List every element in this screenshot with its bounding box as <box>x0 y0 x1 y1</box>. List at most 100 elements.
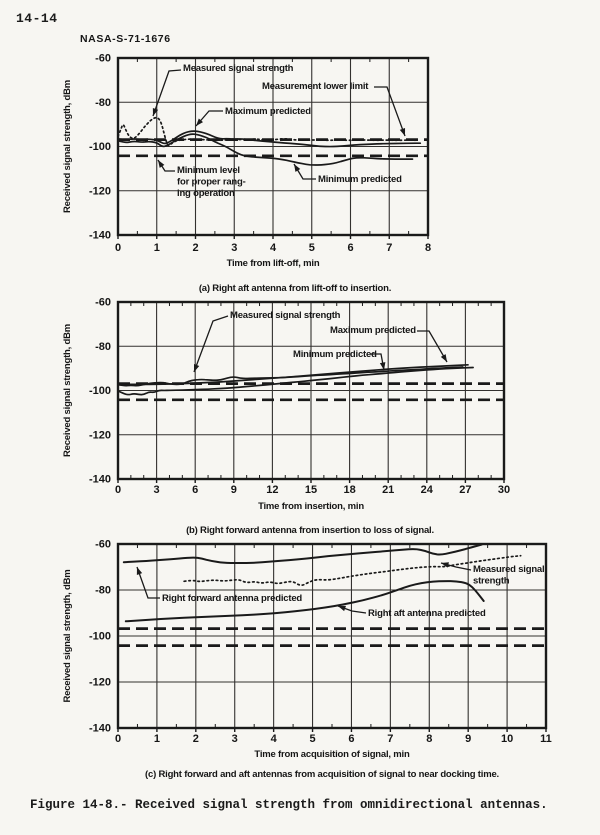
leader-arrowhead <box>379 362 386 370</box>
x-tick-label: 9 <box>231 484 237 496</box>
y-tick-label: -100 <box>89 141 111 153</box>
x-tick-label: 27 <box>459 484 471 496</box>
x-tick-label: 3 <box>231 242 237 254</box>
x-tick-label: 11 <box>540 733 552 745</box>
y-tick-label: -80 <box>95 97 111 109</box>
x-tick-label: 10 <box>501 733 513 745</box>
figure-caption: Figure 14-8.- Received signal strength f… <box>30 798 548 812</box>
x-tick-label: 6 <box>192 484 198 496</box>
leader-arrowhead <box>152 107 159 116</box>
annotation-text: Minimum predicted <box>318 174 402 185</box>
x-tick-label: 0 <box>115 242 121 254</box>
annotation-maximum-predicted: Maximum predicted <box>195 106 311 127</box>
x-tick-label: 5 <box>309 242 315 254</box>
x-tick-label: 2 <box>192 242 198 254</box>
chart-c: 0 1 2 3 4 5 6 7 8 9 10 11 -60 -80 -100 -120 -140 Time fro… <box>62 539 552 781</box>
x-tick-label: 1 <box>154 242 160 254</box>
leader-arrowhead <box>158 160 165 168</box>
series-minimum-predicted <box>117 133 414 166</box>
x-tick-label: 21 <box>382 484 394 496</box>
annotation-measured-signal-strength: Measured signal strength <box>193 310 341 373</box>
x-axis-label: Time from insertion, min <box>258 501 364 512</box>
leader-arrowhead <box>196 118 204 126</box>
annotation-text: Right forward antenna predicted <box>162 593 302 604</box>
annotation-text: Right aft antenna predicted <box>368 608 486 619</box>
x-tick-label: 3 <box>154 484 160 496</box>
annotation-text: Minimum predicted <box>293 349 377 360</box>
y-tick-label: -60 <box>95 53 111 65</box>
leader-line <box>417 330 448 363</box>
series-measured-signal-strength <box>117 366 464 387</box>
y-tick-label: -140 <box>89 723 111 735</box>
chart-caption: (c) Right forward and aft antennas from … <box>145 769 499 780</box>
x-tick-label: 6 <box>348 733 354 745</box>
y-tick-label: -80 <box>95 341 111 353</box>
y-tick-label: -100 <box>89 631 111 643</box>
series-maximum-predicted <box>117 363 469 386</box>
chart-caption: (b) Right forward antenna from insertion… <box>186 525 434 536</box>
x-tick-label: 7 <box>386 242 392 254</box>
y-tick-label: -140 <box>89 474 111 486</box>
annotation-measurement-lower-limit: Measurement lower limit <box>262 81 406 137</box>
x-tick-label: 9 <box>465 733 471 745</box>
nasa-doc-id: NASA-S-71-1676 <box>80 33 171 45</box>
y-tick-label: -80 <box>95 585 111 597</box>
leader-line <box>293 163 316 180</box>
y-tick-label: -120 <box>89 185 111 197</box>
y-tick-label: -60 <box>95 297 111 309</box>
chart-b: 0 3 6 9 12 15 18 21 24 27 30 -60 -80 -100 -120 -140 Time… <box>62 297 510 537</box>
leader-arrowhead <box>440 354 447 362</box>
leader-arrowhead <box>193 363 200 372</box>
y-axis-label: Received signal strength, dBm <box>62 569 73 702</box>
leader-line <box>152 69 182 117</box>
y-tick-label: -120 <box>89 429 111 441</box>
x-tick-label: 2 <box>193 733 199 745</box>
annotation-text: Measurement lower limit <box>262 81 369 92</box>
annotation-text: Maximum predicted <box>225 106 311 117</box>
x-axis-label: Time from acquisition of signal, min <box>254 749 410 760</box>
annotation-minimum-predicted: Minimum predicted <box>293 349 386 371</box>
annotation-minimum-predicted: Minimum predicted <box>293 163 402 185</box>
x-tick-label: 3 <box>232 733 238 745</box>
x-tick-label: 8 <box>425 242 431 254</box>
y-tick-label: -60 <box>95 539 111 551</box>
leader-arrowhead <box>136 567 143 576</box>
annotation-text: Measured signal strength <box>183 63 294 74</box>
leader-line <box>193 315 229 373</box>
annotation-text: Minimum level <box>177 165 240 176</box>
y-tick-label: -140 <box>89 230 111 242</box>
annotation-text: ing operation <box>177 188 235 199</box>
chart-caption: (a) Right aft antenna from lift-off to i… <box>199 283 391 294</box>
series-right-aft-antenna-predicted <box>124 580 485 623</box>
x-tick-label: 6 <box>347 242 353 254</box>
x-tick-label: 18 <box>343 484 355 496</box>
leader-arrowhead <box>294 164 301 172</box>
leader-arrowhead <box>338 605 347 612</box>
annotation-right-aft-antenna-predicted: Right aft antenna predicted <box>337 605 486 619</box>
y-axis-label: Received signal strength, dBm <box>62 324 73 457</box>
plot-border <box>116 542 548 730</box>
annotation-text: Measured signal <box>473 564 544 575</box>
series-measured-signal-strength <box>117 116 420 147</box>
x-tick-label: 12 <box>266 484 278 496</box>
x-tick-label: 7 <box>387 733 393 745</box>
x-tick-label: 4 <box>270 242 277 254</box>
annotation-text: strength <box>473 576 510 587</box>
x-tick-label: 0 <box>115 484 121 496</box>
chart-a: 0 1 2 3 4 5 6 7 8 -60 -80 -100 -120 -140 Time from lif… <box>62 53 431 295</box>
series-maximum-predicted <box>117 130 422 148</box>
x-tick-label: 4 <box>271 733 278 745</box>
x-axis-label: Time from lift-off, min <box>227 258 320 269</box>
y-axis-label: Received signal strength, dBm <box>62 80 73 213</box>
x-tick-label: 30 <box>498 484 510 496</box>
leader-line <box>136 566 160 599</box>
x-tick-label: 15 <box>305 484 317 496</box>
x-tick-label: 0 <box>115 733 121 745</box>
annotation-text: Maximum predicted <box>330 325 416 336</box>
series-minimum-predicted <box>117 366 474 396</box>
leader-line <box>374 86 406 137</box>
annotation-text: for proper rang- <box>177 177 246 188</box>
